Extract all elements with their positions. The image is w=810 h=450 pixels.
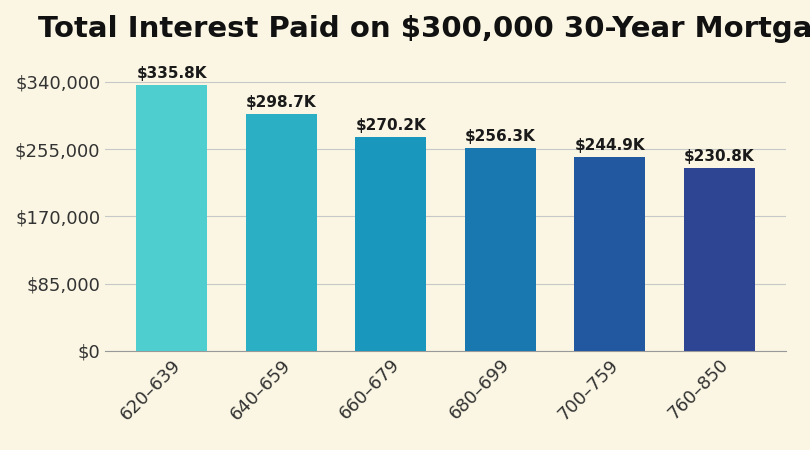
Bar bbox=[355, 137, 426, 351]
Bar bbox=[136, 85, 207, 351]
Bar bbox=[684, 168, 755, 351]
Text: $230.8K: $230.8K bbox=[684, 149, 754, 164]
Bar bbox=[574, 157, 646, 351]
Bar bbox=[465, 148, 536, 351]
Text: $256.3K: $256.3K bbox=[465, 129, 535, 144]
Text: $298.7K: $298.7K bbox=[246, 95, 317, 110]
Bar bbox=[245, 114, 317, 351]
Title: Total Interest Paid on $300,000 30-Year Mortgage: Total Interest Paid on $300,000 30-Year … bbox=[38, 15, 810, 43]
Text: $335.8K: $335.8K bbox=[137, 66, 207, 81]
Text: $270.2K: $270.2K bbox=[356, 118, 426, 133]
Text: $244.9K: $244.9K bbox=[574, 138, 645, 153]
